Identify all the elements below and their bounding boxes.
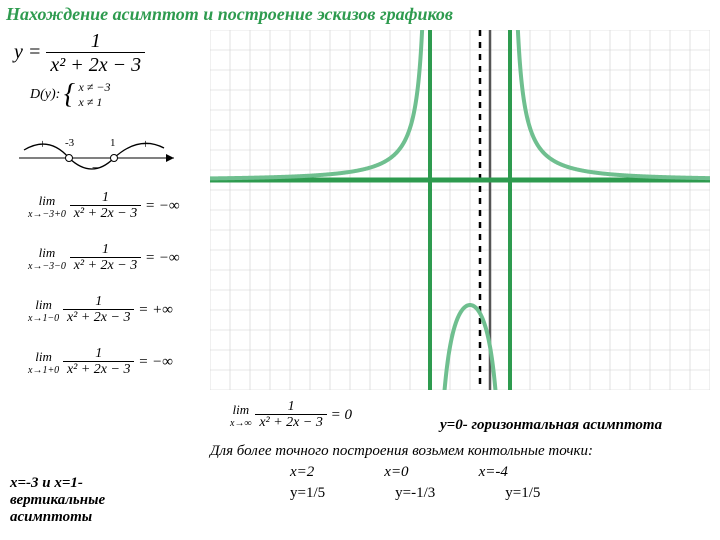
domain-definition: D(y): { x ≠ −3 x ≠ 1 [30,80,111,110]
control-points-xs: x=2 x=0 x=-4 [290,464,710,481]
domain-cond2: x ≠ 1 [79,95,111,110]
cp-y-2: y=1/5 [505,485,540,502]
chart [210,30,710,390]
brace-icon: { [64,82,75,107]
limit-2: limx→1−0 1x² + 2x − 3 = +∞ [28,294,173,327]
title-text: Нахождение асимптот и построение эскизов… [6,4,453,24]
formula-fraction: 1 x² + 2x − 3 [46,30,145,77]
control-points: Для более точного построения возьмем кон… [210,443,710,502]
lim-inf-den: x² + 2x − 3 [255,415,327,432]
domain-conditions: x ≠ −3 x ≠ 1 [79,80,111,110]
limit-infinity: lim x→∞ 1 x² + 2x − 3 = 0 [230,399,352,432]
equals: = [331,407,345,423]
sign-diagram: -3 1 + − + [14,130,184,185]
limit-1: limx→−3−0 1x² + 2x − 3 = −∞ [28,242,180,275]
svg-text:-3: -3 [65,137,75,149]
main-formula: y = 1 x² + 2x − 3 [14,30,145,77]
formula-den: x² + 2x − 3 [46,53,145,77]
vertical-asymptote-note: x=-3 и x=1- вертикальные асимптоты [10,475,180,526]
control-points-ys: y=1/5 y=-1/3 y=1/5 [290,485,710,502]
cp-x-1: x=0 [384,464,408,481]
svg-text:+: + [39,136,46,151]
lim-inf-frac: 1 x² + 2x − 3 [255,399,327,432]
sign-svg: -3 1 + − + [14,130,184,180]
svg-text:+: + [142,136,149,151]
cp-y-0: y=1/5 [290,485,325,502]
page-title: Нахождение асимптот и построение эскизов… [6,4,453,25]
domain-cond1: x ≠ −3 [79,80,111,95]
lim-sub-inf: x→∞ [230,418,252,429]
formula-lhs: y = [14,41,41,63]
control-points-text: Для более точного построения возьмем кон… [210,443,710,460]
cp-y-1: y=-1/3 [395,485,435,502]
svg-text:1: 1 [110,137,116,149]
cp-x-0: x=2 [290,464,314,481]
horizontal-asymptote-note: y=0- горизонтальная асимптота [440,417,670,434]
lim-inf-result: 0 [344,407,352,423]
lim-inf-num: 1 [255,399,327,415]
formula-num: 1 [46,30,145,53]
lim-text: lim [230,402,252,418]
limit-0: limx→−3+0 1x² + 2x − 3 = −∞ [28,190,180,223]
limit-3: limx→1+0 1x² + 2x − 3 = −∞ [28,346,173,379]
chart-svg [210,30,710,390]
cp-x-2: x=-4 [479,464,508,481]
svg-text:−: − [92,160,99,175]
lim-label-inf: lim x→∞ [230,402,252,429]
domain-label: D(y): [30,87,60,102]
